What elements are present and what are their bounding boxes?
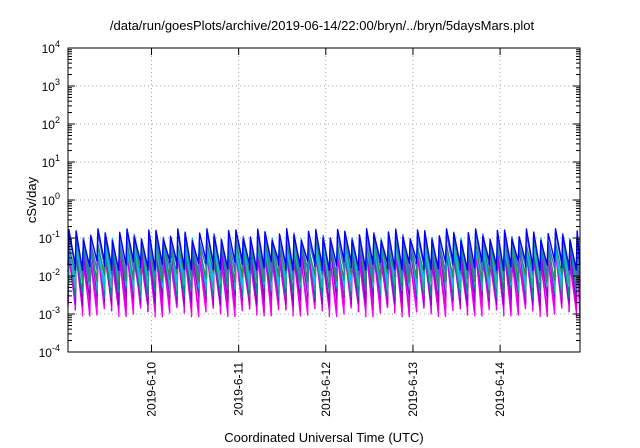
y-tick-label: 10-2 [39, 267, 60, 284]
series-line-9 [67, 228, 581, 272]
y-tick-label: 10-3 [39, 305, 60, 322]
x-tick-label: 2019-6-14 [493, 362, 507, 417]
y-tick-label: 101 [42, 153, 60, 170]
y-tick-label: 104 [42, 39, 60, 56]
y-tick-label: 102 [42, 115, 60, 132]
y-tick-label: 103 [42, 77, 60, 94]
y-axis: 10-4 10-3 10-2 10-1 100 101 102 103 104 [39, 39, 580, 360]
x-tick-label: 2019-6-12 [319, 362, 333, 417]
x-axis: 2019-6-10 2019-6-11 2019-6-12 2019-6-13 2019… [145, 48, 507, 417]
y-axis-label: cSv/day [24, 176, 39, 223]
y-tick-label: 10-4 [39, 343, 60, 360]
y-tick-label: 10-1 [39, 229, 60, 246]
x-tick-label: 2019-6-11 [232, 362, 246, 416]
x-tick-label: 2019-6-13 [406, 362, 420, 417]
series-layer [67, 228, 581, 318]
y-tick-label: 100 [42, 191, 60, 208]
x-tick-label: 2019-6-10 [145, 362, 159, 417]
chart-title: /data/run/goesPlots/archive/2019-06-14/2… [110, 18, 535, 33]
x-axis-label: Coordinated Universal Time (UTC) [224, 430, 423, 445]
